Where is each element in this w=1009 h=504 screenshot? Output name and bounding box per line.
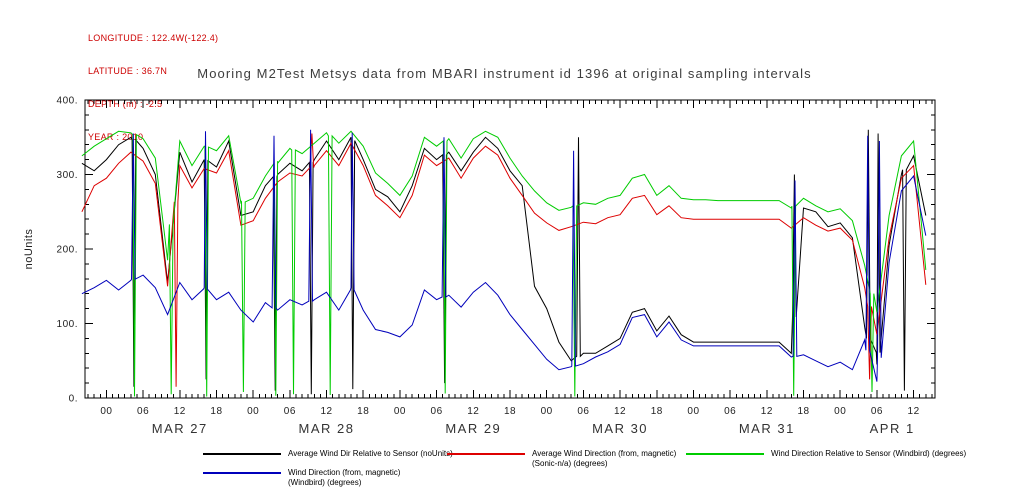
legend-label: Average Wind Direction (from, magnetic) … — [532, 449, 677, 468]
x-tick-label: 06 — [284, 406, 296, 417]
x-tick-label: 18 — [357, 406, 369, 417]
legend-line-blue — [203, 472, 281, 474]
legend-item-wind-dir-sensor-windbird: Wind Direction Relative to Sensor (Windb… — [686, 449, 966, 459]
x-tick-label: 18 — [504, 406, 516, 417]
x-tick-label: 12 — [908, 406, 920, 417]
legend-label: Wind Direction Relative to Sensor (Windb… — [771, 449, 967, 458]
y-tick-label: 0. — [69, 394, 78, 405]
series-line-1 — [81, 133, 927, 387]
series-line-0 — [81, 129, 927, 395]
x-tick-label: 12 — [614, 406, 626, 417]
x-tick-label: 00 — [247, 406, 259, 417]
x-tick-label: 06 — [431, 406, 443, 417]
legend-line-black — [203, 453, 281, 455]
legend-item-avg-wind-direction-sonic: Average Wind Direction (from, magnetic) … — [447, 449, 682, 468]
x-tick-label: 06 — [724, 406, 736, 417]
x-tick-label: 12 — [761, 406, 773, 417]
chart-title: Mooring M2Test Metsys data from MBARI in… — [197, 66, 812, 81]
x-tick-label: 18 — [797, 406, 809, 417]
plot-frame — [84, 99, 936, 399]
legend-item-wind-direction-windbird: Wind Direction (from, magnetic) (Windbir… — [203, 468, 438, 487]
x-tick-label: 12 — [174, 406, 186, 417]
legend-label: Wind Direction (from, magnetic) (Windbir… — [288, 468, 401, 487]
day-label: MAR 31 — [739, 421, 795, 436]
day-label: MAR 29 — [445, 421, 501, 436]
metadata-longitude: LONGITUDE : 122.4W(-122.4) — [88, 33, 219, 43]
legend-line-red — [447, 453, 525, 455]
x-tick-label: 18 — [210, 406, 222, 417]
series-line-2 — [81, 130, 927, 397]
x-tick-label: 00 — [687, 406, 699, 417]
series-line-3 — [81, 129, 927, 382]
x-tick-label: 00 — [100, 406, 112, 417]
y-tick-label: 400. — [57, 96, 78, 107]
y-tick-label: 200. — [57, 245, 78, 256]
x-tick-label: 12 — [320, 406, 332, 417]
legend-item-avg-wind-dir-sensor: Average Wind Dir Relative to Sensor (noU… — [203, 449, 453, 459]
metadata-depth: DEPTH (m) : -2.5 — [88, 99, 163, 109]
y-axis-label: noUnits — [23, 229, 35, 270]
x-tick-label: 06 — [137, 406, 149, 417]
y-tick-label: 300. — [57, 170, 78, 181]
legend-label: Average Wind Dir Relative to Sensor (noU… — [288, 449, 453, 458]
x-tick-label: 12 — [467, 406, 479, 417]
x-tick-label: 06 — [871, 406, 883, 417]
y-tick-label: 100. — [57, 319, 78, 330]
x-tick-label: 00 — [541, 406, 553, 417]
metadata-latitude: LATITUDE : 36.7N — [88, 66, 168, 76]
day-label: MAR 27 — [152, 421, 208, 436]
x-tick-label: 00 — [834, 406, 846, 417]
day-label: MAR 28 — [299, 421, 355, 436]
legend-line-green — [686, 453, 764, 455]
day-label: APR 1 — [870, 421, 915, 436]
x-tick-label: 06 — [577, 406, 589, 417]
x-tick-label: 00 — [394, 406, 406, 417]
day-label: MAR 30 — [592, 421, 648, 436]
x-tick-label: 18 — [651, 406, 663, 417]
